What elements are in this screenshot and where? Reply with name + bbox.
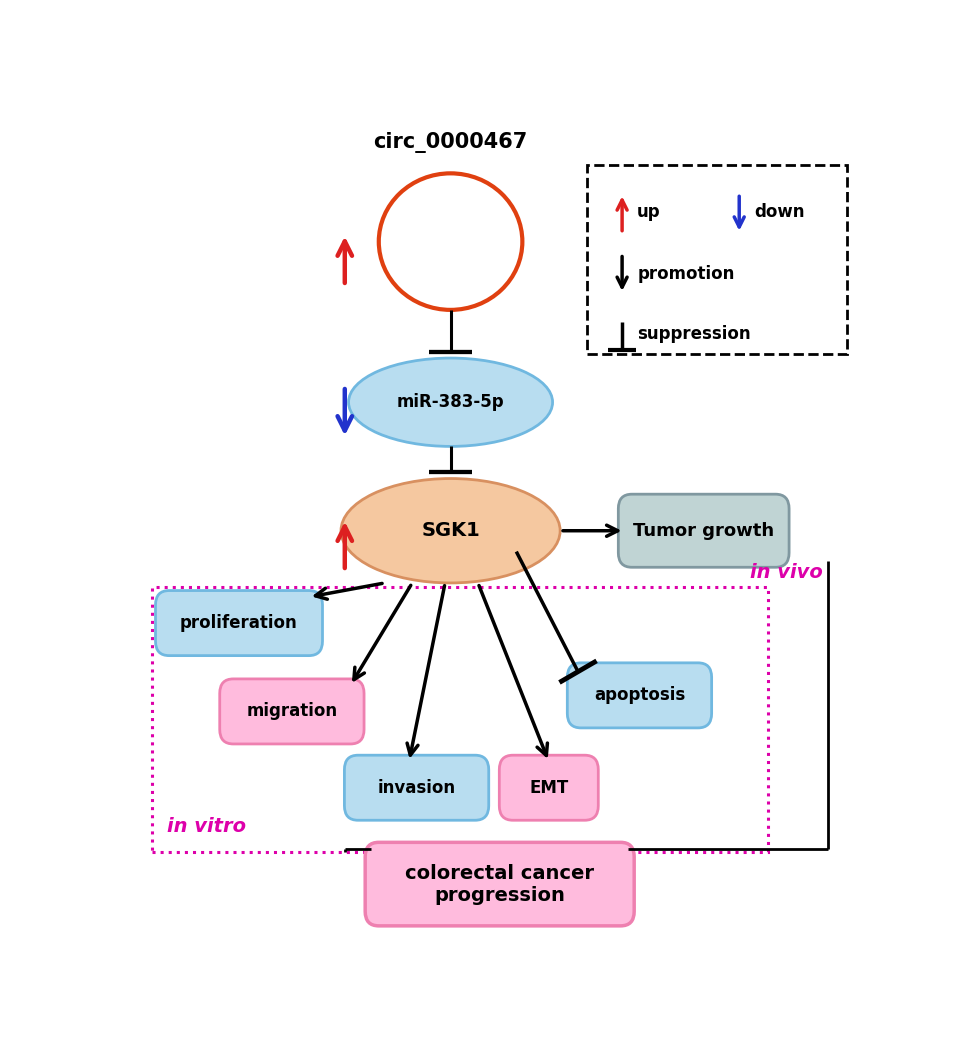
FancyBboxPatch shape [155,590,323,656]
Text: SGK1: SGK1 [421,522,480,540]
FancyBboxPatch shape [618,494,789,567]
Text: apoptosis: apoptosis [594,686,685,704]
Text: proliferation: proliferation [180,614,298,632]
Text: Tumor growth: Tumor growth [633,522,774,539]
FancyBboxPatch shape [344,755,488,820]
Text: up: up [638,203,661,221]
Text: invasion: invasion [377,779,455,797]
Text: miR-383-5p: miR-383-5p [397,393,504,411]
FancyBboxPatch shape [587,166,847,354]
Text: down: down [755,203,804,221]
Text: colorectal cancer
progression: colorectal cancer progression [406,864,594,904]
Text: suppression: suppression [638,325,751,343]
Text: EMT: EMT [529,779,568,797]
FancyBboxPatch shape [219,679,364,744]
FancyBboxPatch shape [499,755,599,820]
Ellipse shape [349,358,553,446]
Text: in vitro: in vitro [168,817,247,835]
Text: circ_0000467: circ_0000467 [373,132,527,153]
Ellipse shape [341,479,560,583]
FancyBboxPatch shape [366,843,634,926]
FancyBboxPatch shape [567,663,712,728]
Text: in vivo: in vivo [751,563,823,582]
Text: promotion: promotion [638,265,734,283]
Text: migration: migration [247,702,337,721]
Ellipse shape [378,173,523,310]
